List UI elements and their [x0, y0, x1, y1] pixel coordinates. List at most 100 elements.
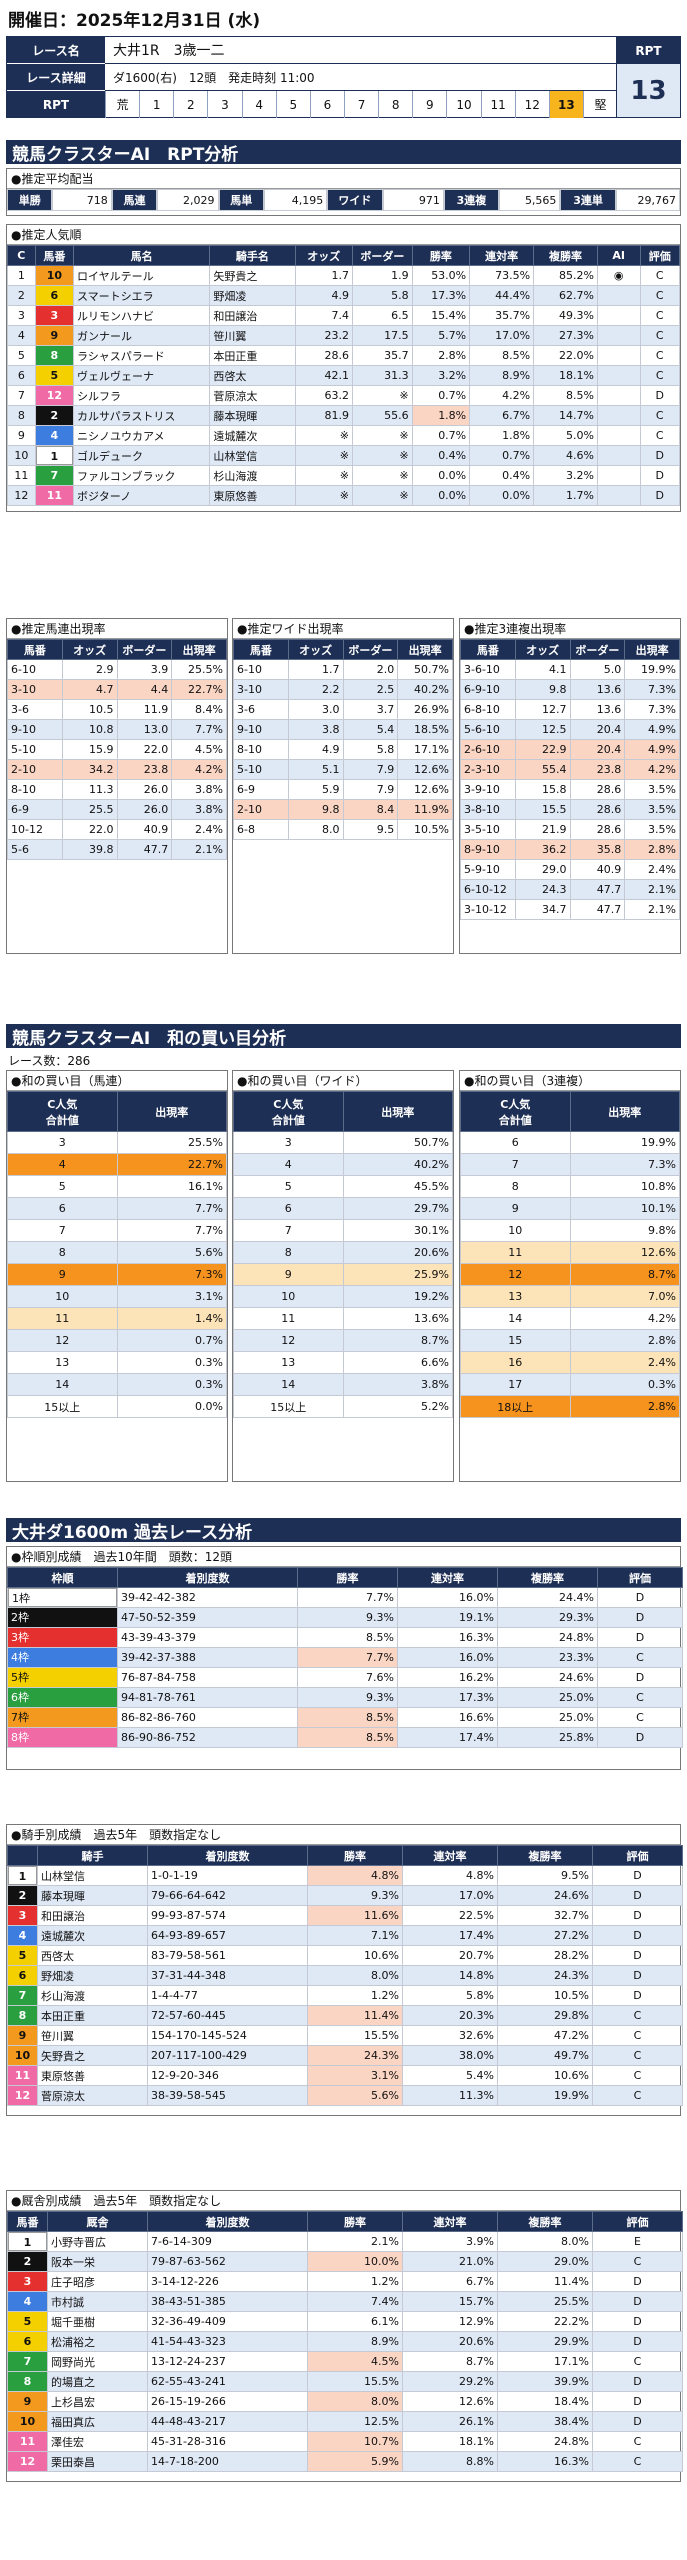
odds: 22.0 — [61, 819, 118, 840]
wa_sanrenpuku-row: 13 7.0% — [460, 1285, 680, 1308]
waku-row: 3枠 43-39-43-379 8.5% 16.3% 24.8% D — [7, 1627, 683, 1648]
odds: 63.2 — [294, 385, 354, 406]
waku-row: 5枠 76-87-84-758 7.6% 16.2% 24.6% D — [7, 1667, 683, 1688]
wa_umaren-row: 8 5.6% — [7, 1241, 227, 1264]
stable-row: 11 澤佳宏 45-31-28-316 10.7% 18.1% 24.8% C — [7, 2431, 683, 2452]
sum-value: 12 — [460, 1263, 571, 1286]
rating: D — [592, 2331, 683, 2352]
place3-rate: 62.7% — [533, 285, 598, 306]
border: 28.6 — [569, 779, 626, 800]
stable-row: 12 栗田泰昌 14-7-18-200 5.9% 8.8% 16.3% C — [7, 2451, 683, 2472]
horse-number: 3 — [8, 2272, 47, 2291]
sum-value: 6 — [233, 1197, 344, 1220]
combo: 9-10 — [7, 719, 63, 740]
horse-name: ロイヤルテール — [73, 265, 211, 286]
popularity-row: 2 6 スマートシエラ 野畑凌 4.9 5.8 17.3% 44.4% 62.7% C — [7, 285, 681, 306]
column-header: 複勝率 — [497, 2211, 593, 2232]
waku-row: 8枠 86-90-86-752 8.5% 17.4% 25.8% D — [7, 1727, 683, 1748]
combo: 9-10 — [233, 719, 289, 740]
border: 20.4 — [569, 739, 626, 760]
column-header: オッズ — [61, 639, 118, 660]
combo: 6-8-10 — [460, 699, 516, 720]
odds: 39.8 — [61, 839, 118, 860]
rating: D — [639, 385, 681, 406]
border: 40.9 — [569, 859, 626, 880]
payout-row: 単勝 718 馬連 2,029 馬単 4,195 ワイド 971 3連複 5,565 3連単 29,7… — [7, 189, 681, 211]
horse-number: 6 — [36, 286, 73, 305]
record: 154-170-145-524 — [147, 2025, 308, 2046]
rate: 16.1% — [116, 1175, 227, 1198]
place3-rate: 29.8% — [497, 2005, 593, 2026]
rate: 4.9% — [624, 739, 680, 760]
win-rate: 5.9% — [307, 2451, 403, 2472]
rpt-value: 13 — [617, 64, 680, 117]
win-rate: 0.4% — [411, 445, 471, 466]
column-header: 馬名 — [73, 245, 211, 266]
jockey-name: 遠城麓次 — [209, 425, 296, 446]
horse-name: ガンナール — [73, 325, 211, 346]
rating: D — [592, 2411, 683, 2432]
rate: 19.2% — [342, 1285, 453, 1308]
jockey-row: 1 山林堂信 1-0-1-19 4.8% 4.8% 9.5% D — [7, 1865, 683, 1886]
rating: D — [597, 1667, 683, 1688]
odds: 29.0 — [514, 859, 571, 880]
race-name-row: レース名 大井1R 3歳一二 — [7, 37, 617, 64]
rate: 3.5% — [624, 799, 680, 820]
umaren-caption: ●推定馬連出現率 — [7, 619, 227, 639]
odds: 3.0 — [287, 699, 344, 720]
horse-number-cell: 11 — [7, 2065, 38, 2086]
odds: 21.9 — [514, 819, 571, 840]
wa_sanrenpuku-row: 6 19.9% — [460, 1131, 680, 1154]
column-header: オッズ — [294, 245, 354, 266]
place2-rate: 5.8% — [402, 1985, 498, 2006]
place2-rate: 5.4% — [402, 2065, 498, 2086]
rate: 50.7% — [397, 659, 453, 680]
record: 12-9-20-346 — [147, 2065, 308, 2086]
horse-number-cell: 9 — [7, 2025, 38, 2046]
odds: 1.7 — [294, 265, 354, 286]
jockey-name: 山林堂信 — [209, 445, 296, 466]
horse-number: 9 — [8, 2392, 47, 2411]
wa-umaren-box: ●和の買い目（馬連） C人気 合計値 出現率 3 25.5% 4 22.7% 5 16.1%… — [6, 1070, 228, 1482]
odds: ※ — [294, 465, 354, 486]
place3-rate: 24.8% — [497, 2431, 593, 2452]
odds: 9.8 — [514, 679, 571, 700]
wa-umaren-table: C人気 合計値 出現率 3 25.5% 4 22.7% 5 16.1% 6 7.7% 7 7.7% 8… — [7, 1091, 227, 1418]
jockey-name: 和田譲治 — [209, 305, 296, 326]
sanrenpuku-row: 3-6-10 4.1 5.0 19.9% — [460, 659, 680, 680]
frame-label: 6枠 — [8, 1688, 117, 1707]
rate: 12.6% — [397, 759, 453, 780]
rpt-scale-row: RPT 荒 1 2 3 4 5 6 7 8 9 10 11 12 13 堅 — [7, 91, 617, 118]
record: 47-50-52-359 — [117, 1607, 298, 1628]
border: 5.8 — [342, 739, 399, 760]
horse-number: 1 — [36, 446, 73, 465]
place3-rate: 11.4% — [497, 2271, 593, 2292]
rate: 25.5% — [171, 659, 227, 680]
place2-rate: 26.1% — [402, 2411, 498, 2432]
wide-row: 6-9 5.9 7.9 12.6% — [233, 779, 453, 800]
popularity-row: 3 3 ルリモンハナビ 和田譲治 7.4 6.5 15.4% 35.7% 49.3% C — [7, 305, 681, 326]
place3-rate: 25.5% — [497, 2291, 593, 2312]
sanrenpuku-row: 5-9-10 29.0 40.9 2.4% — [460, 859, 680, 880]
win-rate: 3.1% — [307, 2065, 403, 2086]
column-header: 評価 — [597, 1567, 683, 1588]
border: 5.8 — [352, 285, 413, 306]
rpt-label: RPT — [7, 91, 105, 118]
combo: 6-9-10 — [460, 679, 516, 700]
record: 39-42-42-382 — [117, 1587, 298, 1608]
sum-value: 4 — [233, 1153, 344, 1176]
rate: 18.5% — [397, 719, 453, 740]
payout-type: 単勝 — [7, 189, 53, 211]
odds: 55.4 — [514, 759, 571, 780]
wide-caption: ●推定ワイド出現率 — [233, 619, 453, 639]
record: 83-79-58-561 — [147, 1945, 308, 1966]
rate: 2.1% — [624, 879, 680, 900]
sum-value: 15 — [460, 1329, 571, 1352]
border: 7.9 — [342, 779, 399, 800]
win-rate: 10.6% — [307, 1945, 403, 1966]
umaren-row: 10-12 22.0 40.9 2.4% — [7, 819, 227, 840]
win-rate: 2.8% — [411, 345, 471, 366]
rate: 22.7% — [116, 1153, 227, 1176]
odds: 8.0 — [287, 819, 344, 840]
rate: 0.3% — [116, 1351, 227, 1374]
